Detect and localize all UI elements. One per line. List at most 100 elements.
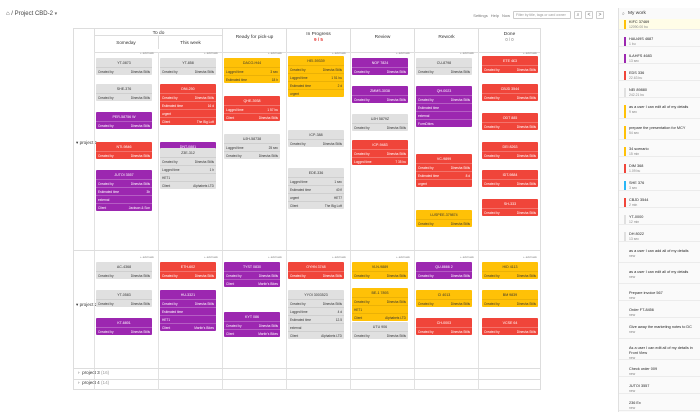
- add-task-link[interactable]: + add task: [523, 255, 537, 259]
- my-work-item[interactable]: prepare the presentation for MCY 54 sec: [619, 125, 700, 140]
- add-task-link[interactable]: + add task: [140, 255, 154, 259]
- my-work-item[interactable]: CBJD 3544 2 min: [619, 197, 700, 208]
- add-task-link[interactable]: + add task: [268, 255, 282, 259]
- my-work-item[interactable]: 34 scenario 15 min: [619, 146, 700, 157]
- task-card[interactable]: LUSPEE-379874 Created by Dinesha Stills: [416, 210, 472, 227]
- add-task-link[interactable]: + add task: [332, 51, 346, 55]
- task-card[interactable]: JUTOI 3557 Created by Dinesha Stills Esti…: [96, 170, 152, 211]
- prev-button[interactable]: <: [585, 11, 593, 19]
- task-card[interactable]: VC-9899 Created by Dinesha Stills Estimat…: [416, 154, 472, 187]
- my-work-item[interactable]: HAU49S 4687 1 bu: [619, 36, 700, 47]
- task-card[interactable]: QH-0023 Created by Dinesha Stills Estimat…: [416, 86, 472, 127]
- expand-chevron-icon[interactable]: ›: [78, 370, 80, 375]
- task-card[interactable]: EDE-336 Logged time 1 sec Estimated time 4…: [288, 168, 344, 209]
- add-task-link[interactable]: + add task: [140, 51, 154, 55]
- collapse-chevron-icon[interactable]: ▾: [76, 302, 79, 307]
- my-work-item[interactable]: NEI 89880 242.21 bu: [619, 87, 700, 98]
- my-work-item[interactable]: 236 Ex new: [619, 400, 700, 411]
- my-work-item[interactable]: Give away the marketing notes to DC new: [619, 324, 700, 339]
- expand-chevron-icon[interactable]: ›: [78, 380, 80, 385]
- my-work-item[interactable]: EDS 336 22.63 bu: [619, 70, 700, 81]
- task-card[interactable]: BM 9839 Created by Dinesha Stills: [482, 290, 538, 307]
- task-card[interactable]: HEI-59339 Created by Dinesha Stills Logge…: [288, 56, 344, 97]
- task-card[interactable]: ZMMS-3038 Created by Dinesha Stills: [352, 86, 408, 103]
- my-work-item[interactable]: SHE 376 3 sec: [619, 180, 700, 191]
- now-link[interactable]: Now: [501, 12, 510, 18]
- task-card[interactable]: SH-333 Created by Dinesha Stills: [482, 199, 538, 216]
- task-card[interactable]: UTU 906 Created by Dinesha Stills: [352, 322, 408, 339]
- task-card[interactable]: BE-1 7893 Created by Dinesha Stills HET1 …: [352, 288, 408, 321]
- task-card[interactable]: DEI 8263 Created by Dinesha Stills: [482, 142, 538, 159]
- my-work-item[interactable]: Prepare invoice 567 new: [619, 290, 700, 301]
- lane-collapsed-project-3[interactable]: › project 3 (16): [78, 370, 109, 375]
- task-card[interactable]: YYOI 3003523 Created by Dinesha Stills Lo…: [288, 290, 344, 339]
- task-card[interactable]: PER-58756 W Created by Dinesha Stills: [96, 112, 152, 129]
- task-card[interactable]: YT-858 Created by Dinesha Stills: [160, 58, 216, 75]
- my-work-item[interactable]: as a user I can add all of my details new: [619, 248, 700, 263]
- task-card[interactable]: NTI-9846 Created by Dinesha Stills: [96, 142, 152, 159]
- my-work-item[interactable]: As a user I can edit all of my details i…: [619, 345, 700, 360]
- task-card[interactable]: AC-4368 Created by Dinesha Stills: [96, 262, 152, 279]
- my-work-item[interactable]: DH 8022 13 sec: [619, 231, 700, 242]
- task-card[interactable]: YT-0873 Created by Dinesha Stills: [96, 58, 152, 75]
- task-card[interactable]: OYHN 3748 Created by Dinesha Stills: [288, 262, 344, 279]
- home-icon[interactable]: ⌂: [6, 11, 10, 17]
- add-task-link[interactable]: + add task: [396, 51, 410, 55]
- add-task-link[interactable]: + add task: [332, 255, 346, 259]
- add-task-link[interactable]: + add task: [523, 51, 537, 55]
- lane-label-project-1[interactable]: ▾ project 1: [76, 140, 97, 146]
- collapse-chevron-icon[interactable]: ▾: [76, 140, 79, 145]
- my-work-item[interactable]: KIFC 37469 12090.00 bu: [619, 19, 700, 30]
- task-card[interactable]: CU-8798 Created by Dinesha Stills: [416, 58, 472, 75]
- task-card[interactable]: ICP-9483 Created by Dinesha Stills Logged…: [352, 140, 408, 165]
- search-icon[interactable]: ⌕: [574, 11, 582, 19]
- task-card[interactable]: ETE 4£3 Created by Dinesha Stills: [482, 56, 538, 73]
- next-button[interactable]: >: [596, 11, 604, 19]
- task-card[interactable]: UJH-58738 Logged time 25 sec Created by Di…: [224, 134, 280, 159]
- my-work-item[interactable]: as a user I can edit all of my details ne…: [619, 269, 700, 284]
- task-card[interactable]: ETH-602 Created by Dinesha Stills: [160, 262, 216, 279]
- my-work-item[interactable]: ILAHFS 4683 13 sec: [619, 53, 700, 64]
- settings-link[interactable]: Settings: [473, 12, 488, 18]
- add-task-link[interactable]: + add task: [460, 255, 474, 259]
- task-card[interactable]: DNI-250 Created by Dinesha Stills Estimat…: [160, 84, 216, 125]
- task-card[interactable]: KT-6801 Created by Dinesha Stills: [96, 318, 152, 335]
- breadcrumb[interactable]: ⌂ / Project CBD-2 ▾: [6, 11, 57, 17]
- filter-input[interactable]: Filter by title, tags or card owner: [513, 11, 571, 19]
- project-title[interactable]: / Project CBD-2: [11, 11, 53, 17]
- my-work-item[interactable]: Check order 009 new: [619, 366, 700, 377]
- my-work-item[interactable]: Order FT-8456 new: [619, 307, 700, 318]
- task-card[interactable]: VLN-9889 Created by Dinesha Stills: [352, 262, 408, 279]
- help-link[interactable]: Help: [490, 12, 499, 18]
- task-card[interactable]: HID 4113 Created by Dinesha Stills: [482, 262, 538, 279]
- task-card[interactable]: KYT 086 Created by Dinesha Stills Client M…: [224, 312, 280, 337]
- task-card[interactable]: ODT 885 Created by Dinesha Stills: [482, 113, 538, 130]
- lane-collapsed-project-4[interactable]: › project 4 (14): [78, 380, 109, 385]
- task-card[interactable]: DACO-H44 Logged time 3 sec Estimated time…: [224, 58, 280, 83]
- lane-label-project-2[interactable]: ▾ project 2: [76, 302, 97, 308]
- task-card[interactable]: QHE-3938 Logged time 1 57 bu Client Dinesh…: [224, 96, 280, 121]
- add-task-link[interactable]: + add task: [204, 51, 218, 55]
- add-task-link[interactable]: + add task: [460, 51, 474, 55]
- chevron-down-icon[interactable]: ▾: [54, 11, 58, 17]
- add-task-link[interactable]: + add task: [268, 51, 282, 55]
- task-card[interactable]: UJH 5879Z Created by Dinesha Stills: [352, 114, 408, 131]
- task-card[interactable]: SHE-376 Created by Dinesha Stills: [96, 84, 152, 101]
- task-card[interactable]: TYST 0830 Created by Dinesha Stills Clien…: [224, 262, 280, 287]
- search-icon[interactable]: ⌕: [622, 11, 625, 17]
- task-card[interactable]: CI 4013 Created by Dinesha Stills: [416, 290, 472, 307]
- task-card[interactable]: HU-3321 Created by Dinesha Stills Estimat…: [160, 290, 216, 331]
- task-card[interactable]: QU-8666 2 Created by Dinesha Stills: [416, 262, 472, 279]
- task-card[interactable]: CH-0003 Created by Dinesha Stills: [416, 318, 472, 335]
- my-work-item[interactable]: YT-0000 12 min: [619, 214, 700, 225]
- task-card[interactable]: NOF 7824 Created by Dinesha Stills: [352, 58, 408, 75]
- my-work-item[interactable]: DIM 368 1.09 bu: [619, 163, 700, 174]
- my-work-item[interactable]: as a user I can edit all of my details 9 …: [619, 104, 700, 119]
- task-card[interactable]: CBJD 3544 Created by Dinesha Stills: [482, 84, 538, 101]
- task-card[interactable]: VCSE 64 Created by Dinesha Stills: [482, 318, 538, 335]
- add-task-link[interactable]: + add task: [204, 255, 218, 259]
- add-task-link[interactable]: + add task: [396, 255, 410, 259]
- task-card[interactable]: IDT-9884 Created by Dinesha Stills: [482, 170, 538, 187]
- task-card[interactable]: YT-0583 Created by Dinesha Stills: [96, 290, 152, 307]
- task-card[interactable]: Z3E-312 Created by Dinesha Stills Logged …: [160, 148, 216, 189]
